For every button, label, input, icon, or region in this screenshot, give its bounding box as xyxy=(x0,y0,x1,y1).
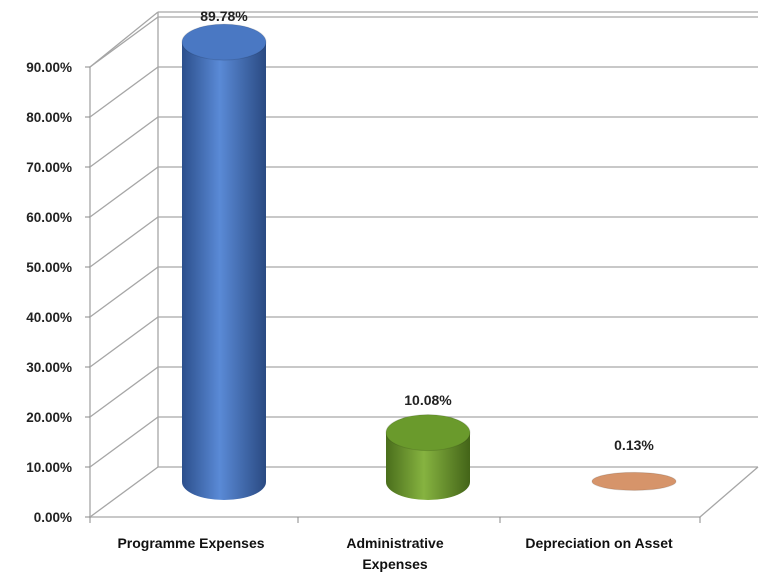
y-tick-label: 0.00% xyxy=(34,510,72,525)
x-category-label-line: Administrative xyxy=(346,535,444,551)
floor-right-edge xyxy=(699,466,759,518)
side-wall-gridline xyxy=(89,16,159,68)
bar-body xyxy=(386,432,470,500)
y-tick-label: 80.00% xyxy=(26,110,72,125)
side-wall-gridline xyxy=(89,116,159,168)
y-tick-label: 10.00% xyxy=(26,460,72,475)
y-tick-label: 90.00% xyxy=(26,60,72,75)
side-wall-gridline xyxy=(89,366,159,418)
y-tick-label: 30.00% xyxy=(26,360,72,375)
y-tick-label: 70.00% xyxy=(26,160,72,175)
data-labels: 89.78% 10.08% 0.13% xyxy=(200,8,654,453)
x-category-label-line: Depreciation on Asset xyxy=(525,535,673,551)
bar-body xyxy=(182,42,266,500)
y-tick-label: 40.00% xyxy=(26,310,72,325)
x-category-label: Administrative Expenses xyxy=(305,533,485,575)
bar-1 xyxy=(181,23,267,500)
top-diagonal xyxy=(89,11,159,68)
x-category-label-line: Programme Expenses xyxy=(117,535,265,551)
side-wall-gridline xyxy=(89,416,159,468)
bar-3 xyxy=(591,471,677,491)
x-category-label: Depreciation on Asset xyxy=(509,533,689,554)
x-category-label: Programme Expenses xyxy=(101,533,281,554)
side-wall-gridline xyxy=(89,466,159,518)
y-tick-label: 20.00% xyxy=(26,410,72,425)
side-wall-gridline xyxy=(89,166,159,218)
side-wall-gridline xyxy=(89,266,159,318)
bar-top xyxy=(591,471,677,491)
bar-top xyxy=(181,23,267,61)
y-tick-label: 60.00% xyxy=(26,210,72,225)
data-label: 0.13% xyxy=(614,437,654,453)
data-label: 89.78% xyxy=(200,8,248,24)
bar-2 xyxy=(385,414,471,500)
y-tick-label: 50.00% xyxy=(26,260,72,275)
x-category-label-line: Expenses xyxy=(362,556,428,572)
y-axis-ticks: 0.00% 10.00% 20.00% 30.00% 40.00% 50.00% 60.00… xyxy=(26,60,701,525)
side-wall-gridline xyxy=(89,316,159,368)
bar-top xyxy=(385,414,471,452)
data-label: 10.08% xyxy=(404,392,452,408)
side-wall-gridline xyxy=(89,66,159,118)
side-wall-gridline xyxy=(89,216,159,268)
bars xyxy=(181,23,677,500)
